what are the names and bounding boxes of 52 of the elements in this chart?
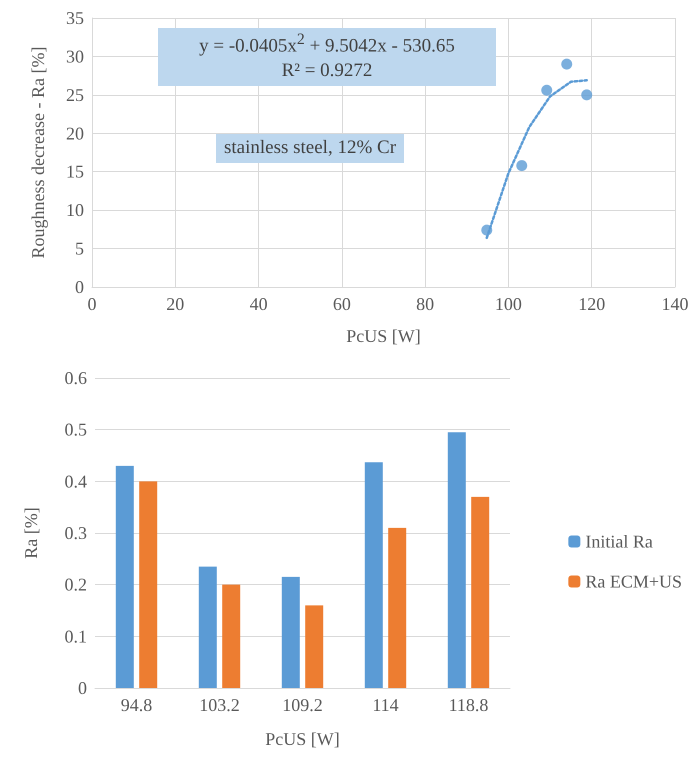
y-tick-label: 30: [66, 46, 84, 66]
y-tick-label: 0: [78, 678, 87, 698]
bar: [364, 462, 383, 688]
x-tick-label: 109.2: [282, 695, 323, 715]
line-series: [486, 79, 588, 240]
y-tick-label: 10: [66, 200, 84, 220]
y-tick-label: 0.5: [64, 420, 87, 440]
y-tick-label: 0.2: [64, 574, 87, 595]
y-tick-label: 35: [66, 8, 84, 28]
bar: [471, 496, 490, 688]
x-axis-title: PcUS [W]: [346, 326, 421, 346]
y-tick-label: 5: [75, 238, 84, 259]
x-tick-label: 40: [250, 294, 268, 314]
y-tick-label: 0.6: [64, 368, 87, 388]
x-tick-label: 114: [372, 695, 399, 715]
x-tick-label: 100: [494, 294, 522, 314]
annotation: y = -0.0405x$^{2}$ + 9.5042x - 530.65: [198, 30, 456, 58]
y-tick-label: 0.3: [64, 523, 87, 543]
y-axis-title: Roughness decrease - Ra [%]: [28, 46, 48, 258]
label-box: stainless steel, 12% Cr: [216, 134, 404, 163]
point: [581, 89, 592, 100]
bar: [198, 566, 217, 688]
y-axis-title: Ra [%]: [21, 507, 41, 559]
bar: [388, 528, 406, 688]
point: [561, 58, 572, 70]
legend-label: Initial Ra: [585, 532, 653, 552]
x-tick-label: 60: [332, 294, 351, 314]
x-tick-label: 20: [166, 294, 184, 314]
x-tick-label: 120: [578, 294, 606, 314]
x-tick-label: 118.8: [448, 695, 488, 715]
point: [541, 84, 552, 96]
bar: [448, 432, 466, 688]
x-axis-title: PcUS [W]: [265, 729, 340, 749]
point: [516, 160, 528, 172]
bar: [305, 605, 324, 688]
bar: [282, 576, 300, 688]
x-tick-label: 94.8: [120, 695, 152, 715]
y-tick-label: 15: [66, 162, 84, 182]
y-tick-label: 25: [66, 84, 84, 105]
legend-label: Ra ECM+US: [585, 572, 682, 592]
y-tick-label: 20: [66, 123, 84, 144]
label-box: y = -0.0405x$^{2}$ + 9.5042x - 530.65 R² = 0.9272: [158, 28, 496, 86]
y-tick-label: 0.1: [64, 626, 87, 646]
x-tick-label: 140: [662, 294, 688, 314]
x-tick-label: 103.2: [199, 695, 240, 715]
bar: [139, 481, 158, 688]
annotation: R² = 0.9272: [280, 59, 374, 84]
bar: [222, 584, 240, 688]
y-tick-label: 0: [75, 277, 84, 297]
bar: [116, 466, 134, 688]
y-tick-label: 0.4: [64, 471, 87, 492]
x-tick-label: 80: [416, 294, 434, 314]
